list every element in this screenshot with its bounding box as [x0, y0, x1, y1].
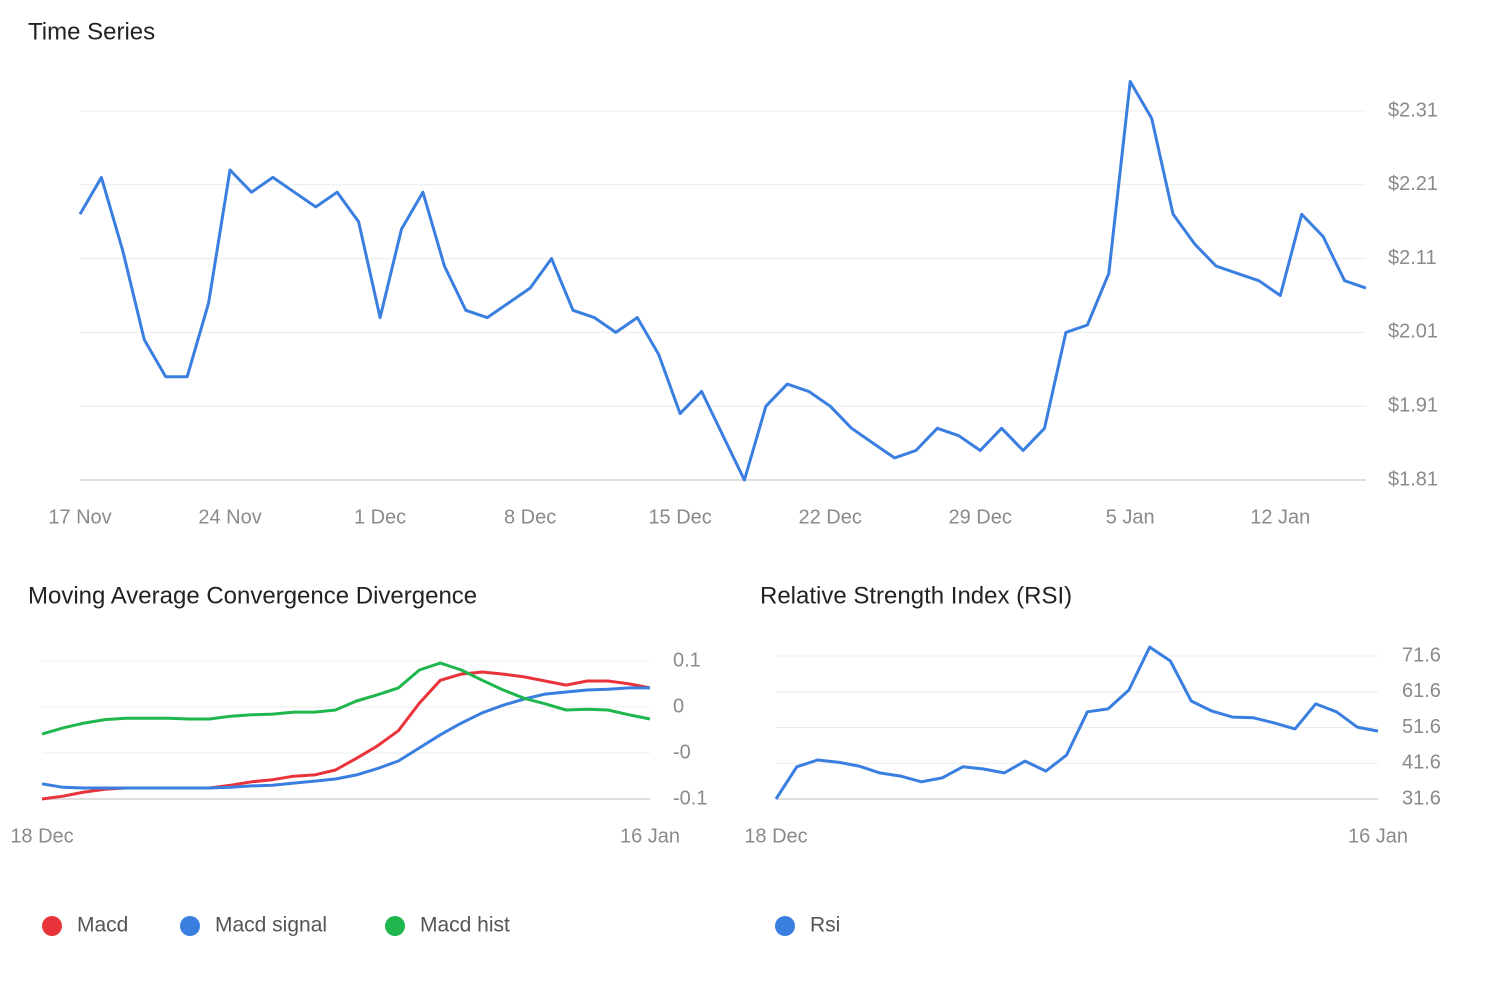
x-tick-label: 18 Dec	[10, 825, 73, 847]
y-tick-label: 0.1	[673, 649, 701, 671]
legend-label: Rsi	[810, 914, 840, 937]
y-tick-label: 51.6	[1402, 716, 1441, 738]
x-tick-label: 29 Dec	[949, 506, 1012, 528]
x-tick-label: 15 Dec	[648, 506, 711, 528]
y-tick-label: $2.11	[1388, 247, 1437, 269]
y-tick-label: $2.31	[1388, 99, 1438, 121]
x-tick-label: 16 Jan	[620, 825, 680, 847]
data-line	[41, 686, 650, 790]
y-tick-label: $2.21	[1388, 173, 1438, 195]
x-tick-label: 24 Nov	[198, 506, 261, 528]
y-tick-label: $2.01	[1388, 321, 1438, 343]
x-tick-label: 17 Nov	[48, 506, 111, 528]
x-tick-label: 12 Jan	[1250, 506, 1310, 528]
y-tick-label: $1.91	[1388, 394, 1438, 416]
y-tick-label: 0	[673, 695, 684, 717]
data-line	[774, 645, 1379, 800]
data-line	[41, 670, 651, 801]
y-tick-label: 71.6	[1402, 644, 1441, 666]
x-tick-label: 16 Jan	[1348, 825, 1408, 847]
x-tick-label: 1 Dec	[354, 506, 406, 528]
x-tick-label: 18 Dec	[744, 825, 807, 847]
y-tick-label: 41.6	[1402, 752, 1441, 774]
y-tick-label: $1.81	[1388, 468, 1438, 490]
x-tick-label: 8 Dec	[504, 506, 556, 528]
legend-swatch	[180, 916, 200, 936]
chart-title: Moving Average Convergence Divergence	[28, 582, 477, 609]
y-tick-label: -0.1	[673, 787, 707, 809]
legend-swatch	[775, 916, 795, 936]
legend-label: Macd signal	[215, 914, 327, 937]
x-tick-label: 22 Dec	[798, 506, 861, 528]
data-line	[41, 661, 651, 736]
legend-swatch	[385, 916, 405, 936]
y-tick-label: 31.6	[1402, 787, 1441, 809]
data-line	[78, 80, 1367, 482]
y-tick-label: -0	[673, 741, 691, 763]
x-tick-label: 5 Jan	[1106, 506, 1155, 528]
legend-label: Macd hist	[420, 914, 510, 937]
chart-title: Relative Strength Index (RSI)	[760, 582, 1072, 609]
chart-title: Time Series	[28, 18, 155, 45]
legend-swatch	[42, 916, 62, 936]
y-tick-label: 61.6	[1402, 680, 1441, 702]
legend-label: Macd	[77, 914, 128, 937]
